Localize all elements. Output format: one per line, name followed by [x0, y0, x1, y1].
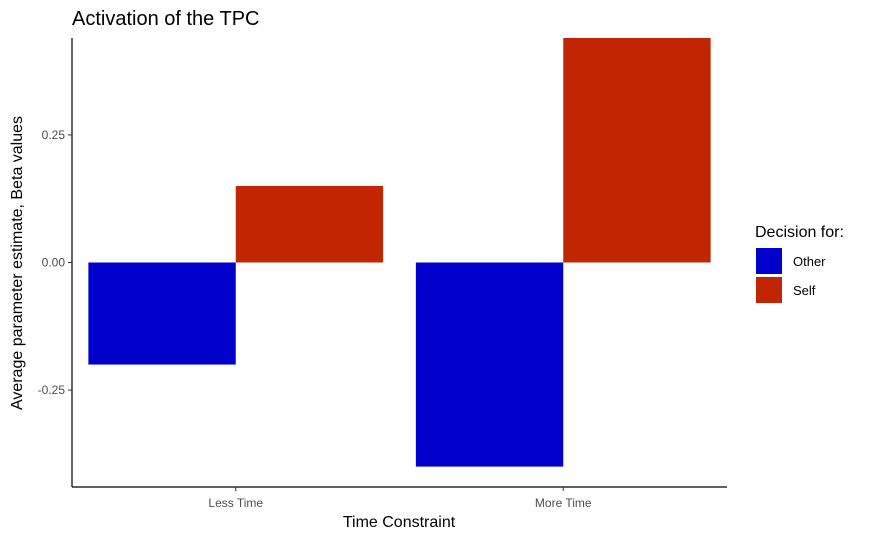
bars-group [88, 38, 711, 467]
bar-self-1 [563, 38, 711, 263]
y-tick-label: 0.25 [42, 128, 66, 142]
legend-items: Other Self [756, 248, 826, 303]
y-ticks-group: -0.25 0.00 0.25 [38, 128, 72, 397]
bar-other-0 [88, 262, 236, 365]
legend-title: Decision for: [755, 224, 844, 241]
x-ticks-group: Less Time More Time [208, 487, 592, 510]
y-tick-label: 0.00 [42, 256, 66, 270]
y-axis-title: Average parameter estimate, Beta values [9, 116, 26, 410]
x-tick-label: More Time [535, 496, 592, 510]
x-axis-title: Time Constraint [343, 514, 456, 531]
legend-label-other: Other [793, 254, 826, 269]
bar-other-1 [415, 262, 564, 467]
legend: Decision for: Other Self [755, 224, 844, 303]
bar-self-0 [235, 185, 384, 263]
legend-swatch-other [756, 248, 782, 274]
x-tick-label: Less Time [208, 496, 263, 510]
y-tick-label: -0.25 [38, 383, 66, 397]
chart-title: Activation of the TPC [72, 8, 260, 30]
legend-swatch-self [756, 277, 782, 303]
legend-label-self: Self [793, 283, 816, 298]
